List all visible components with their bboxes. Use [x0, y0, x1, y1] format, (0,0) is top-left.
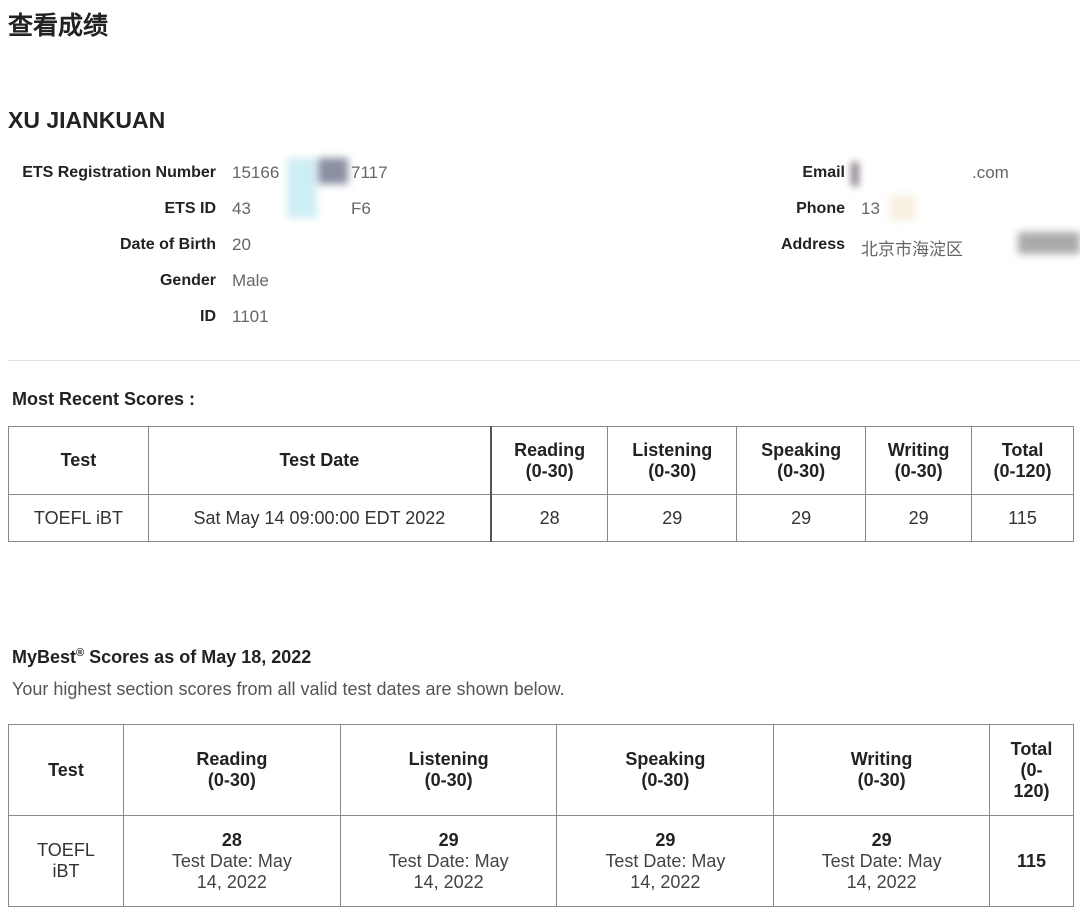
column-header: Listening (0-30) — [339, 724, 558, 816]
table-cell: TOEFL iBT — [8, 494, 149, 542]
header-label: Test Date — [279, 450, 360, 470]
mybest-title: MyBest® Scores as of May 18, 2022 — [12, 647, 311, 668]
redaction — [318, 158, 348, 184]
column-header: Reading (0-30) — [122, 724, 341, 816]
score-value: 29 — [438, 829, 459, 850]
table-cell: 29 — [607, 494, 738, 542]
field-value-start: Male — [232, 271, 269, 290]
redaction — [890, 195, 915, 220]
redaction — [287, 158, 317, 218]
divider — [8, 360, 1080, 361]
field-value-start: 20 — [232, 235, 251, 254]
header-label: Reading — [196, 749, 268, 769]
field-value-end: 7117 — [351, 163, 388, 182]
header-range: (0-30) — [207, 770, 256, 790]
score-cell: 29 Test Date: May 14, 2022 — [773, 815, 990, 907]
field-label: ID — [200, 308, 216, 325]
field-value-start: 北京市海淀区 — [861, 240, 963, 259]
column-header: Reading (0-30) — [490, 426, 609, 495]
header-label: Writing — [850, 749, 913, 769]
field-label: Date of Birth — [120, 236, 216, 253]
score-cell: 29 Test Date: May 14, 2022 — [339, 815, 558, 907]
field-label: Phone — [796, 200, 845, 217]
mybest-scores-table: Test Reading (0-30) Listening (0-30) Speaking… — [8, 724, 1075, 907]
test-name-cell: TOEFL iBT — [8, 815, 124, 907]
field-label: Address — [780, 236, 845, 253]
redaction — [1018, 232, 1080, 254]
mybest-title-prefix: MyBest — [12, 647, 77, 667]
column-header: Writing (0-30) — [865, 426, 973, 495]
field-value-start: 1101 — [232, 307, 269, 326]
field-label: ETS ID — [164, 200, 216, 217]
header-label: Listening — [408, 749, 489, 769]
header-label: Reading — [514, 439, 586, 460]
field-label: ETS Registration Number — [22, 164, 216, 181]
header-label: Test — [48, 759, 84, 780]
recent-scores-title: Most Recent Scores : — [12, 389, 196, 409]
header-range: (0-30) — [525, 460, 574, 481]
column-header: Test Date — [147, 426, 492, 495]
registered-mark: ® — [76, 647, 85, 659]
header-range: (0-120) — [993, 460, 1052, 481]
score-cell: 29 Test Date: May 14, 2022 — [556, 815, 775, 907]
mybest-title-suffix: Scores as of May 18, 2022 — [84, 647, 312, 667]
header-label: Total — [1001, 439, 1044, 460]
column-header: Total (0-120) — [988, 724, 1075, 816]
header-range: (0-30) — [857, 770, 906, 790]
table-cell: 29 — [736, 494, 867, 542]
table-row: TOEFL iBT Sat May 14 09:00:00 EDT 2022 28 2… — [8, 494, 1074, 542]
recent-scores-table: Test Test Date Reading (0-30) Listening (0-30… — [8, 426, 1074, 542]
score-test-date: Test Date: May 14, 2022 — [388, 850, 509, 892]
total-score-cell: 115 — [988, 815, 1075, 907]
table-cell: 29 — [865, 494, 973, 542]
field-value-start: 13 — [861, 199, 880, 218]
field-value-start: 43 — [232, 199, 251, 218]
header-label: Total — [1010, 738, 1053, 759]
column-header: Test — [8, 426, 149, 495]
table-cell: 115 — [971, 494, 1074, 542]
header-label: Listening — [632, 439, 713, 460]
column-header: Test — [8, 724, 124, 816]
header-range: (0-120) — [1013, 759, 1050, 801]
field-value-end: F6 — [351, 199, 371, 218]
page-title: 查看成绩 — [8, 11, 109, 40]
score-test-date: Test Date: May 14, 2022 — [171, 850, 292, 892]
score-cell: 28 Test Date: May 14, 2022 — [122, 815, 341, 907]
table-header-row: Test Reading (0-30) Listening (0-30) Speaking… — [8, 724, 1075, 816]
table-header-row: Test Test Date Reading (0-30) Listening (0-30… — [8, 426, 1074, 495]
mybest-subtitle: Your highest section scores from all val… — [12, 679, 565, 699]
header-range: (0-30) — [641, 770, 690, 790]
field-label: Email — [802, 164, 845, 181]
field-label: Gender — [159, 272, 216, 289]
score-test-date: Test Date: May 14, 2022 — [821, 850, 942, 892]
header-range: (0-30) — [894, 460, 943, 481]
header-label: Speaking — [761, 439, 842, 460]
table-cell: Sat May 14 09:00:00 EDT 2022 — [147, 494, 492, 542]
score-value: 29 — [655, 829, 676, 850]
table-cell: 28 — [490, 494, 609, 542]
field-value-end: .com — [972, 163, 1009, 182]
column-header: Total (0-120) — [971, 426, 1074, 495]
column-header: Listening (0-30) — [607, 426, 738, 495]
score-value: 28 — [221, 829, 242, 850]
header-label: Writing — [887, 439, 950, 460]
score-test-date: Test Date: May 14, 2022 — [605, 850, 726, 892]
header-range: (0-30) — [648, 460, 697, 481]
column-header: Writing (0-30) — [773, 724, 990, 816]
header-label: Speaking — [625, 749, 706, 769]
header-label: Test — [60, 450, 97, 470]
header-range: (0-30) — [777, 460, 826, 481]
score-value: 29 — [871, 829, 892, 850]
field-value-start: 15166 — [232, 163, 280, 182]
header-range: (0-30) — [424, 770, 473, 790]
redaction — [852, 162, 858, 186]
candidate-name: XU JIANKUAN — [8, 107, 166, 133]
column-header: Speaking (0-30) — [556, 724, 775, 816]
table-row: TOEFL iBT 28 Test Date: May 14, 2022 29 Test… — [8, 815, 1075, 907]
column-header: Speaking (0-30) — [736, 426, 867, 495]
